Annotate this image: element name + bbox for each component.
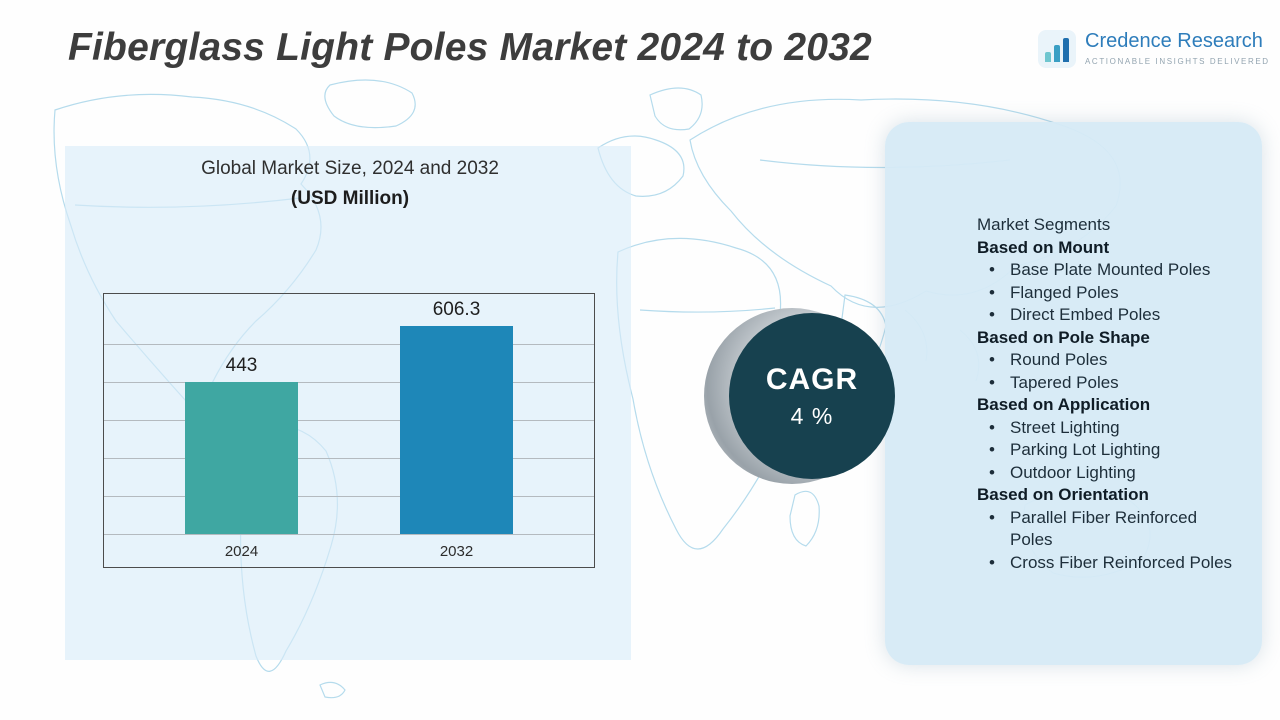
segment-item-label: Direct Embed Poles xyxy=(1010,305,1161,324)
bullet-icon: • xyxy=(989,305,995,324)
segment-item-label: Tapered Poles xyxy=(1010,372,1119,392)
segment-item-label: Street Lighting xyxy=(1010,417,1120,437)
segment-item-label: Parallel Fiber Reinforced Poles xyxy=(1010,507,1198,550)
bullet-icon: • xyxy=(989,350,995,369)
bar-category-label: 2032 xyxy=(439,543,474,560)
bullet-icon: • xyxy=(989,552,995,572)
chart-title: Global Market Size, 2024 and 2032 xyxy=(201,158,499,179)
segment-item: • Tapered Poles xyxy=(977,372,1234,395)
segment-item: • Direct Embed Poles xyxy=(977,304,1234,327)
segment-item-label: Flanged Poles xyxy=(1010,282,1119,302)
segments-title: Market Segments xyxy=(977,215,1111,234)
segment-item-label: Outdoor Lighting xyxy=(1010,462,1136,482)
bar-group: 443 2024 xyxy=(185,294,298,560)
bullet-icon: • xyxy=(989,282,995,302)
bullet-icon: • xyxy=(989,417,995,437)
segment-group-heading: Based on Mount xyxy=(977,237,1110,257)
brand-tagline: ACTIONABLE INSIGHTS DELIVERED xyxy=(1085,57,1270,66)
bar-category-label: 2024 xyxy=(224,543,259,560)
bar-value-label: 443 xyxy=(225,355,258,377)
segment-item: • Parking Lot Lighting xyxy=(977,439,1234,462)
chart-header: Global Market Size, 2024 and 2032 (USD M… xyxy=(120,158,580,210)
chart-subtitle: (USD Million) xyxy=(290,188,410,209)
bullet-icon: • xyxy=(989,260,995,279)
bar xyxy=(400,326,513,534)
segment-group-heading: Based on Pole Shape xyxy=(977,327,1150,347)
cagr-circle: CAGR 4 % xyxy=(729,313,895,479)
chart-plot-area: 443 2024 606.3 2032 xyxy=(104,294,594,560)
segment-item: • Street Lighting xyxy=(977,417,1234,440)
brand-logo-icon xyxy=(1038,30,1076,68)
cagr-value: 4 % xyxy=(790,402,834,429)
page-title: Fiberglass Light Poles Market 2024 to 20… xyxy=(68,26,872,69)
segment-item: • Flanged Poles xyxy=(977,282,1234,305)
segment-item: • Round Poles xyxy=(977,349,1234,372)
cagr-label: CAGR xyxy=(765,362,859,396)
segment-item: • Base Plate Mounted Poles xyxy=(977,259,1234,282)
brand-text: Credence Research ACTIONABLE INSIGHTS DE… xyxy=(1085,30,1270,66)
segments-panel: Market Segments Based on Mount • Base Plat… xyxy=(885,122,1262,665)
segment-group-heading: Based on Application xyxy=(977,395,1151,414)
cagr-badge: CAGR 4 % xyxy=(702,302,902,497)
segment-item-label: Cross Fiber Reinforced Poles xyxy=(1010,552,1233,572)
brand-name: Credence Research xyxy=(1085,30,1263,52)
bullet-icon: • xyxy=(989,440,995,459)
segment-item-label: Parking Lot Lighting xyxy=(1010,440,1161,459)
bar-chart: 443 2024 606.3 2032 xyxy=(103,293,595,568)
segment-item: • Cross Fiber Reinforced Poles xyxy=(977,552,1234,575)
bullet-icon: • xyxy=(989,507,995,527)
bullet-icon: • xyxy=(989,462,995,482)
segments-list: Based on Mount • Base Plate Mounted Poles •… xyxy=(977,237,1234,575)
segment-group-heading: Based on Orientation xyxy=(977,485,1149,504)
brand-logo: Credence Research ACTIONABLE INSIGHTS DE… xyxy=(1038,30,1270,68)
bullet-icon: • xyxy=(989,372,995,392)
segment-item-label: Base Plate Mounted Poles xyxy=(1010,260,1211,279)
bar-group: 606.3 2032 xyxy=(400,294,513,560)
segment-item: • Outdoor Lighting xyxy=(977,462,1234,485)
bar xyxy=(185,382,298,534)
segment-item-label: Round Poles xyxy=(1010,350,1108,369)
segment-item: • Parallel Fiber Reinforced Poles xyxy=(977,507,1234,552)
bar-value-label: 606.3 xyxy=(432,299,481,321)
